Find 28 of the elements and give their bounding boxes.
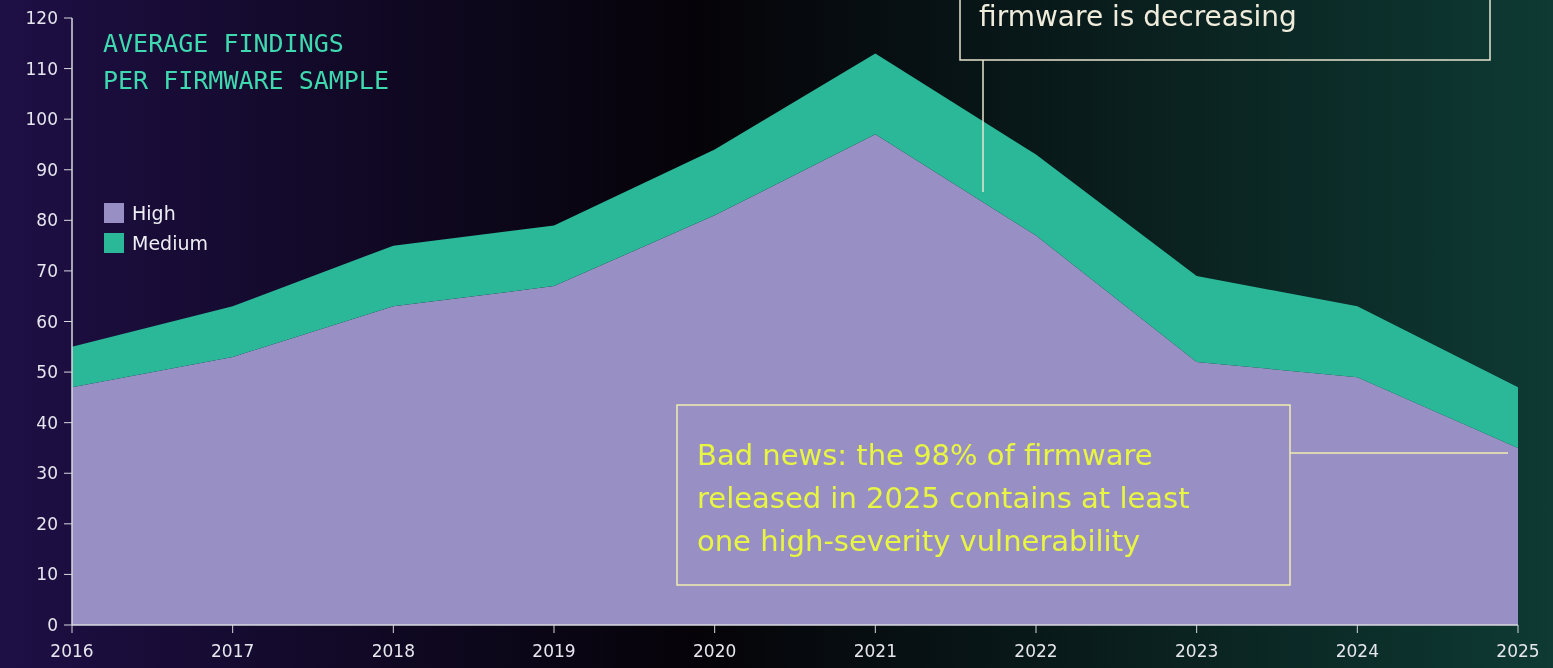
x-tick-label: 2016	[50, 641, 94, 661]
x-tick-label: 2025	[1496, 641, 1540, 661]
annotation: firmware is decreasing	[979, 0, 1297, 33]
x-tick-label: 2017	[211, 641, 255, 661]
legend-label: High	[132, 202, 176, 224]
y-tick-label: 70	[36, 260, 58, 281]
text: AVERAGE FINDINGS PER FIRMWARE SAMPLE	[103, 29, 389, 95]
y-tick-label: 20	[36, 513, 58, 534]
x-tick-label: 2022	[1014, 641, 1058, 661]
annotation: Bad news: the 98% of firmware released in 2025 contains at least one high-severity vulnerability	[697, 438, 1190, 558]
y-tick-label: 110	[25, 58, 58, 79]
x-tick-label: 2024	[1335, 641, 1379, 661]
x-tick-label: 2019	[532, 641, 576, 661]
y-tick-label: 120	[25, 8, 58, 28]
legend-label: Medium	[132, 232, 208, 254]
x-tick-label: 2023	[1175, 641, 1219, 661]
y-tick-label: 100	[25, 109, 58, 130]
y-tick-label: 40	[36, 412, 58, 433]
x-tick-label: 2020	[693, 641, 737, 661]
x-tick-label: 2021	[853, 641, 897, 661]
y-tick-label: 90	[36, 159, 58, 180]
x-tick-label: 2018	[371, 641, 415, 661]
y-tick-label: 60	[36, 311, 58, 332]
y-tick-label: 80	[36, 210, 58, 231]
y-tick-label: 0	[47, 615, 58, 635]
y-tick-label: 10	[36, 564, 58, 585]
y-tick-label: 30	[36, 463, 58, 484]
y-tick-label: 50	[36, 362, 58, 383]
